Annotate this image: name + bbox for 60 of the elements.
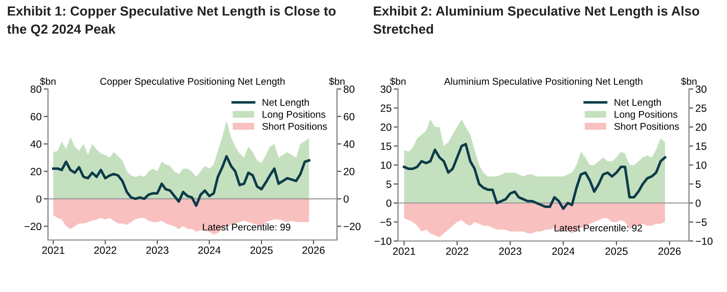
y-tick-label: 40 [30,140,42,148]
chart-title: Exhibit 1: Copper Speculative Net Length is Close to the Q2 2024 Peak [7,6,336,36]
legend-label: Short Positions [614,122,679,130]
annotation: Latest Percentile: 92 [554,224,642,232]
x-tick-label: 2024 [552,248,575,255]
y-axis-title: $bn [40,78,56,86]
x-tick-label: 2025 [605,248,628,255]
y2-axis-title: $bn [328,78,344,86]
y-axis-title: $bn [390,78,406,86]
y-tick-label: 0 [36,195,42,203]
chart-title: Exhibit 2: Aluminium Speculative Net Length is Also Stretched [373,6,700,34]
annotation: Latest Percentile: 99 [202,223,290,231]
y2-tick-label: 5 [696,180,701,188]
y-tick-label: 10 [380,162,392,169]
y-tick-label: 5 [386,180,392,188]
y2-tick-label: 60 [344,112,354,120]
y2-tick-label: 20 [696,124,706,131]
y2-tick-label: 25 [696,104,706,112]
y2-tick-label: 15 [696,142,706,150]
x-tick-label: 2026 [658,248,681,255]
x-tick-label: 2022 [446,248,468,255]
legend-label: Net Length [262,98,309,108]
x-tick-label: 2024 [198,246,221,254]
x-tick-label: 2023 [499,248,522,255]
line-series [52,155,310,207]
y2-tick-label: 10 [696,162,706,169]
x-tick-label: 2025 [250,246,273,254]
y-tick-label: 30 [380,86,392,93]
y2-axis-title: $bn [680,78,696,86]
x-tick-label: 2022 [94,246,116,254]
x-tick-label: 2023 [146,246,168,254]
y2-tick-label: −5 [696,218,707,226]
chart-subtitle: Copper Speculative Positioning Net Length [100,78,285,87]
x-tick-label: 2021 [42,246,64,254]
x-tick-label: 2021 [393,248,416,255]
y2-tick-label: 0 [696,200,701,207]
y-tick-label: 80 [30,86,42,93]
y-tick-label: −5 [380,218,392,226]
chart-subtitle: Aluminium Speculative Positioning Net Length [444,78,642,87]
y-tick-label: 15 [380,142,392,150]
y2-tick-label: 40 [343,140,354,148]
y-tick-label: 0 [386,200,392,207]
legend-label: Net Length [614,98,661,108]
legend-label: Long Positions [262,110,326,120]
y-tick-label: 25 [380,104,392,112]
line-series [402,142,666,210]
y2-tick-label: 30 [696,86,706,93]
y2-tick-label: 80 [344,86,354,93]
y-tick-label: −20 [24,222,42,230]
legend-label: Short Positions [262,122,327,130]
y-tick-label: 20 [30,168,42,176]
y-tick-label: 20 [380,124,392,131]
y2-tick-label: 0 [344,195,349,203]
y-tick-label: 60 [30,112,42,120]
y2-tick-label: −20 [344,222,361,230]
y-tick-label: −10 [374,238,392,245]
y2-tick-label: 20 [344,168,354,176]
y2-tick-label: −10 [696,238,713,245]
x-tick-label: 2026 [302,246,325,254]
legend-label: Long Positions [614,110,678,120]
